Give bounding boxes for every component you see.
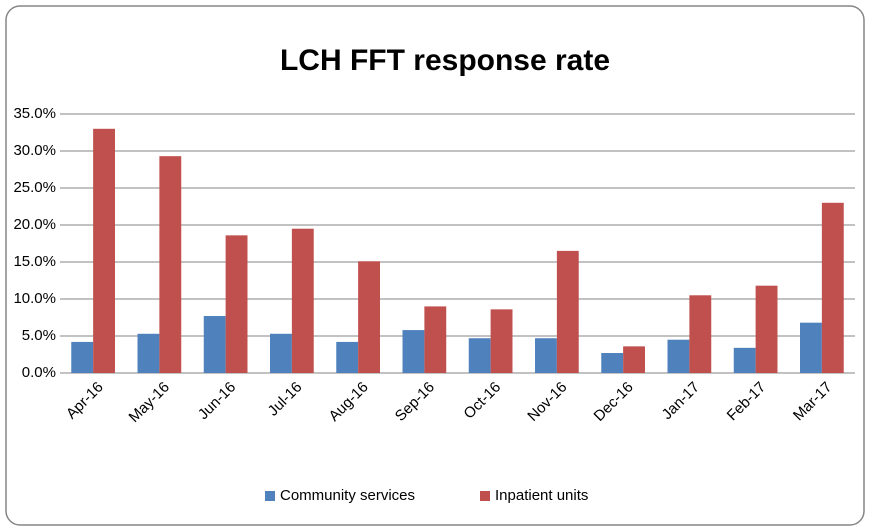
bar [800,322,822,373]
bar [424,306,447,373]
bar [137,333,160,373]
bar [291,228,314,373]
bar [821,202,844,373]
bar [623,346,645,373]
bar [689,295,712,373]
legend-label: Inpatient units [495,487,588,504]
bar [755,285,778,373]
legend-swatch [480,491,490,501]
legend-swatch [265,491,275,501]
bar [270,333,292,373]
bar [225,235,248,373]
bar [733,347,756,373]
y-tick-label: 30.0% [13,142,56,159]
legend-label: Community services [280,487,415,504]
bar [93,128,115,373]
bar [601,353,624,373]
bar [556,250,579,373]
bar [667,339,690,373]
bar [159,156,182,373]
bar [535,338,557,373]
bar [468,338,491,373]
chart-frame [5,5,865,526]
y-tick-label: 20.0% [13,216,56,233]
bar [336,341,359,373]
bar [402,330,425,373]
bar [71,341,94,373]
y-tick-label: 0.0% [22,364,56,381]
bar [490,309,513,373]
y-tick-label: 25.0% [13,179,56,196]
y-tick-label: 35.0% [13,105,56,122]
chart-title: LCH FFT response rate [280,44,610,77]
y-tick-label: 10.0% [13,290,56,307]
y-tick-label: 5.0% [22,327,56,344]
bar [358,261,380,373]
bar [203,316,226,373]
y-tick-label: 15.0% [13,253,56,270]
